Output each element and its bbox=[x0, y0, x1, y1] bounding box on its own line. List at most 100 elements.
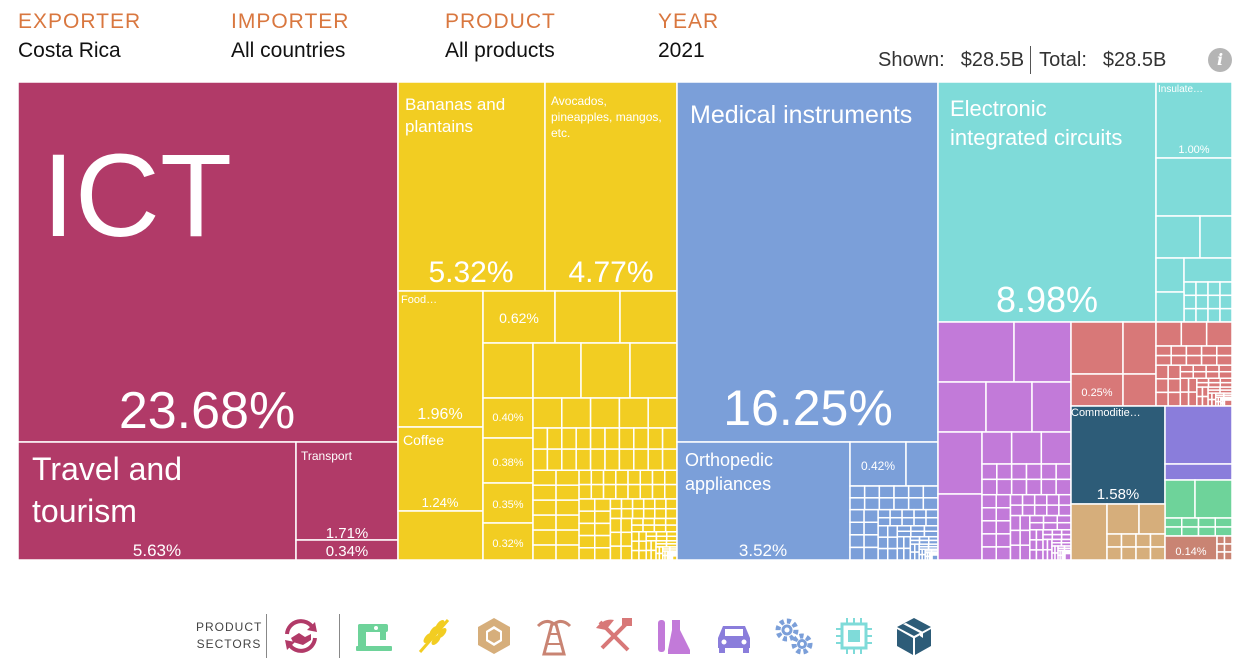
tile-textiles-grid-3-0[interactable] bbox=[1214, 517, 1233, 528]
tile-agri-small-b1-4-0[interactable] bbox=[627, 469, 642, 486]
tile-chem-small-r2-0-2[interactable] bbox=[1029, 549, 1038, 561]
tile-agri-small-r1-1-4[interactable] bbox=[593, 547, 612, 561]
tile-agri-small-b2-2-1[interactable] bbox=[631, 507, 645, 520]
tile-chem-small-b2-2-1[interactable] bbox=[1056, 521, 1072, 531]
tile-chem-small-b1-4-1[interactable] bbox=[1058, 504, 1072, 517]
tile-chem-small-b1-3-0[interactable] bbox=[1046, 493, 1060, 506]
tile-food[interactable] bbox=[397, 290, 484, 428]
tile-chem-small-r0-0-4[interactable] bbox=[981, 546, 997, 561]
tile-chem-d[interactable] bbox=[985, 381, 1033, 433]
tile-agri-g[interactable] bbox=[629, 342, 678, 399]
tile-stone-grid-2-0[interactable] bbox=[1135, 533, 1152, 548]
tile-agri-small-r0-0-3[interactable] bbox=[532, 514, 557, 531]
tile-agri-small-b0-6-0[interactable] bbox=[618, 427, 635, 450]
tile-metals-small-b1-2-1[interactable] bbox=[1205, 370, 1220, 380]
tile-agri-062[interactable] bbox=[482, 290, 556, 344]
tile-agri-small-r1-0-1[interactable] bbox=[578, 510, 596, 525]
tile-metals-row-1-0[interactable] bbox=[1180, 321, 1208, 347]
agriculture-icon[interactable] bbox=[410, 612, 458, 660]
tile-textiles-a[interactable] bbox=[1164, 479, 1196, 519]
tile-textiles-grid-0-0[interactable] bbox=[1164, 517, 1183, 528]
tile-mach-small-b1-4-1[interactable] bbox=[925, 516, 939, 527]
tile-metals-small-b1-1-0[interactable] bbox=[1192, 364, 1207, 373]
exporter-filter[interactable]: EXPORTER Costa Rica bbox=[18, 8, 141, 66]
tile-stone-c[interactable] bbox=[1138, 503, 1166, 535]
tile-agri-small-r3-1-0[interactable] bbox=[638, 531, 647, 542]
services-icon[interactable] bbox=[277, 612, 325, 660]
tile-metals-small-r1-1-1[interactable] bbox=[1187, 391, 1198, 407]
tile-metals-b[interactable] bbox=[1122, 321, 1157, 375]
tile-agri-small-r3-0-2[interactable] bbox=[630, 549, 640, 561]
tile-chem-small-b0-4-1[interactable] bbox=[1040, 478, 1057, 496]
tile-agri-b[interactable] bbox=[554, 290, 621, 344]
tile-agri-small-b0-4-1[interactable] bbox=[589, 448, 606, 471]
tile-metals-small-b0-3-1[interactable] bbox=[1200, 354, 1218, 366]
tile-agri-040[interactable] bbox=[482, 397, 534, 439]
tile-mach-042[interactable] bbox=[849, 441, 907, 487]
textiles-icon[interactable] bbox=[350, 612, 398, 660]
tile-mach-small-b0-5-0[interactable] bbox=[922, 485, 939, 499]
tile-agri-small-r1-1-1[interactable] bbox=[593, 510, 612, 525]
tile-metals-a[interactable] bbox=[1070, 321, 1124, 375]
tile-coffee[interactable] bbox=[397, 426, 484, 512]
tile-metals-small-r2-1-1[interactable] bbox=[1201, 395, 1209, 407]
tile-mach-small-b2-1-0[interactable] bbox=[910, 525, 926, 533]
tile-elec-f[interactable] bbox=[1155, 291, 1185, 323]
tile-chem-small-b1-2-0[interactable] bbox=[1033, 493, 1048, 506]
tile-metals-row-2-0[interactable] bbox=[1205, 321, 1233, 347]
tile-mach-small-b2-0-0[interactable] bbox=[896, 525, 912, 533]
tile-agri-f[interactable] bbox=[580, 342, 631, 399]
tile-chem-small-b0-0-1[interactable] bbox=[981, 478, 998, 496]
tile-agri-small-b2-5-0[interactable] bbox=[665, 498, 678, 510]
tile-agri-row1-1-0[interactable] bbox=[561, 397, 592, 429]
tile-agri-small-b0-3-1[interactable] bbox=[575, 448, 592, 471]
tile-vehicles-b[interactable] bbox=[1164, 463, 1233, 481]
tile-minerals-grid-1-0[interactable] bbox=[1223, 535, 1233, 545]
tile-agri-small-b2-0-1[interactable] bbox=[609, 507, 623, 520]
tile-commodities[interactable] bbox=[1070, 405, 1166, 505]
tile-chem-small-r0-0-3[interactable] bbox=[981, 533, 997, 548]
tile-agri-small-b3-3-1[interactable] bbox=[664, 524, 678, 533]
tile-metals-small-r2-0-0[interactable] bbox=[1196, 386, 1204, 398]
importer-value[interactable]: All countries bbox=[231, 39, 346, 62]
tile-metals-small-b0-4-1[interactable] bbox=[1216, 354, 1233, 366]
tile-metals-small-r0-1-2[interactable] bbox=[1167, 391, 1182, 407]
tile-agri-small-b2-1-0[interactable] bbox=[620, 498, 634, 510]
tile-chem-small-r0-0-0[interactable] bbox=[981, 493, 997, 509]
tile-agri-small-r2-0-2[interactable] bbox=[609, 545, 622, 561]
tile-travel-tourism[interactable] bbox=[17, 441, 297, 561]
tile-mach-small-r1-1-1[interactable] bbox=[886, 536, 899, 550]
tile-elec-grid-3-0[interactable] bbox=[1219, 281, 1233, 297]
tile-agri-small-r3-1-1[interactable] bbox=[638, 540, 647, 552]
tile-elec-grid-3-2[interactable] bbox=[1219, 307, 1233, 323]
tile-agri-small-b1-7-1[interactable] bbox=[664, 483, 678, 500]
tile-textiles-grid-0-1[interactable] bbox=[1164, 526, 1183, 537]
tile-agri-small-r1-1-3[interactable] bbox=[593, 534, 612, 549]
tile-mach-small-b1-2-0[interactable] bbox=[901, 508, 915, 519]
tile-chem-small-r0-1-0[interactable] bbox=[995, 493, 1012, 509]
year-filter[interactable]: YEAR 2021 bbox=[658, 8, 719, 66]
tile-agri-small-r0-0-1[interactable] bbox=[532, 484, 557, 501]
importer-filter[interactable]: IMPORTER All countries bbox=[231, 8, 349, 66]
tile-agri-small-b0-7-1[interactable] bbox=[633, 448, 649, 471]
tile-elec-b[interactable] bbox=[1155, 215, 1201, 259]
tile-mach-small-r2-0-1[interactable] bbox=[896, 547, 905, 561]
other-icon[interactable] bbox=[890, 612, 938, 660]
tile-agri-small-b2-0-0[interactable] bbox=[609, 498, 623, 510]
tile-mach-small-b0-5-1[interactable] bbox=[922, 497, 939, 511]
tile-agri-038[interactable] bbox=[482, 437, 534, 484]
tile-agri-small-b3-0-1[interactable] bbox=[630, 524, 644, 533]
tile-chem-e[interactable] bbox=[1031, 381, 1072, 433]
tile-chem-small-b0-0-0[interactable] bbox=[981, 463, 998, 481]
tile-metals-small-b0-0-0[interactable] bbox=[1155, 345, 1172, 357]
tile-metals-small-r0-0-1[interactable] bbox=[1155, 378, 1169, 394]
tile-chem-small-r1-1-2[interactable] bbox=[1019, 544, 1031, 561]
tile-textiles-grid-1-0[interactable] bbox=[1181, 517, 1200, 528]
tile-mach-small-r2-0-0[interactable] bbox=[896, 535, 905, 550]
tile-elec-grid-2-2[interactable] bbox=[1207, 307, 1221, 323]
tile-chem-small-b2-0-1[interactable] bbox=[1029, 521, 1045, 531]
tile-agri-small-r2-1-2[interactable] bbox=[620, 545, 633, 561]
tile-agri-small-b0-0-0[interactable] bbox=[532, 427, 549, 450]
tile-mach-small-b2-0-1[interactable] bbox=[896, 530, 912, 538]
tile-elec-grid-1-2[interactable] bbox=[1195, 307, 1209, 323]
